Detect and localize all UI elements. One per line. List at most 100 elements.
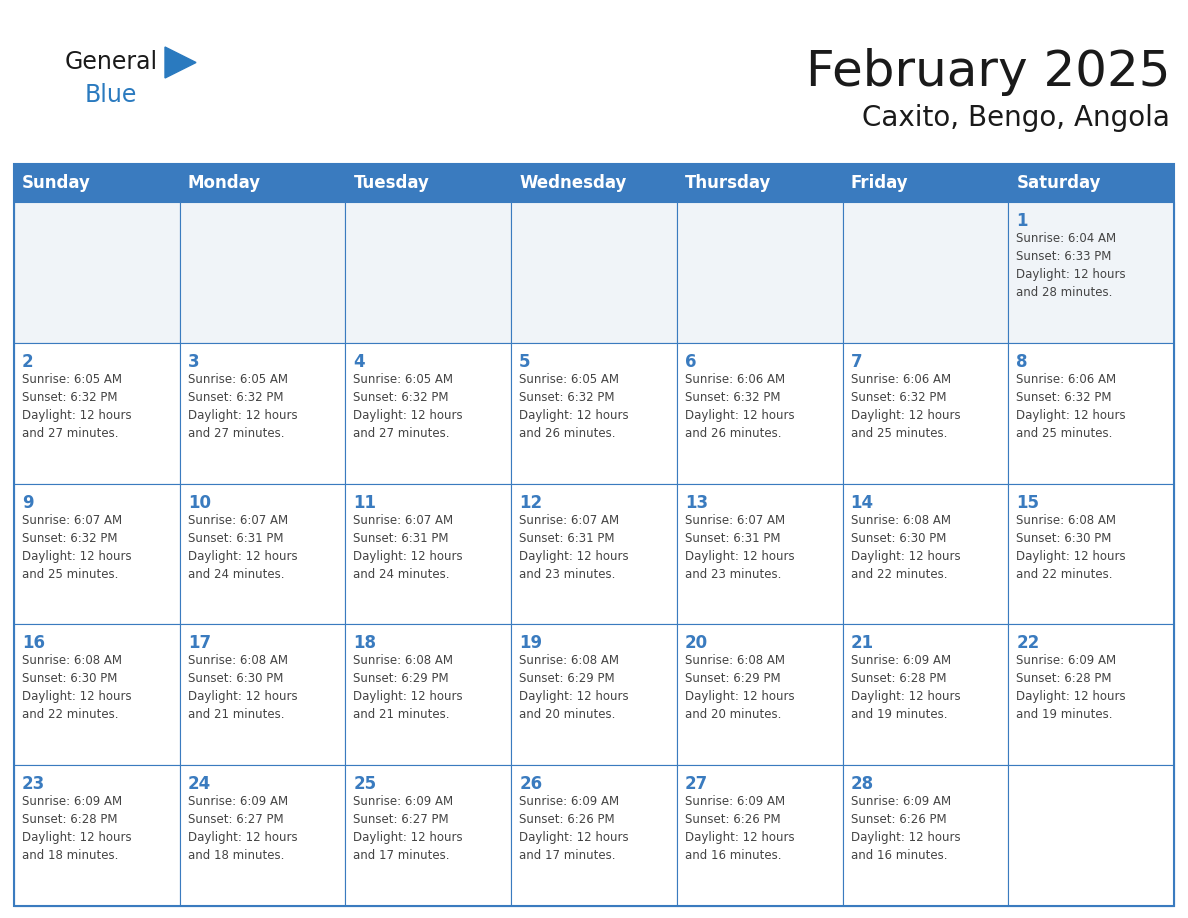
Text: 19: 19 bbox=[519, 634, 542, 653]
Text: 25: 25 bbox=[353, 775, 377, 793]
Text: Sunrise: 6:07 AM
Sunset: 6:31 PM
Daylight: 12 hours
and 24 minutes.: Sunrise: 6:07 AM Sunset: 6:31 PM Dayligh… bbox=[188, 513, 297, 580]
Text: Sunrise: 6:08 AM
Sunset: 6:29 PM
Daylight: 12 hours
and 20 minutes.: Sunrise: 6:08 AM Sunset: 6:29 PM Dayligh… bbox=[519, 655, 628, 722]
Text: Sunrise: 6:06 AM
Sunset: 6:32 PM
Daylight: 12 hours
and 25 minutes.: Sunrise: 6:06 AM Sunset: 6:32 PM Dayligh… bbox=[851, 373, 960, 440]
Bar bbox=[511, 164, 677, 202]
Text: 17: 17 bbox=[188, 634, 210, 653]
Text: 10: 10 bbox=[188, 494, 210, 511]
Text: 11: 11 bbox=[353, 494, 377, 511]
Text: Friday: Friday bbox=[851, 174, 908, 192]
Text: 3: 3 bbox=[188, 353, 200, 371]
Bar bbox=[511, 342, 677, 484]
Text: 16: 16 bbox=[23, 634, 45, 653]
Text: Sunrise: 6:07 AM
Sunset: 6:31 PM
Daylight: 12 hours
and 24 minutes.: Sunrise: 6:07 AM Sunset: 6:31 PM Dayligh… bbox=[353, 513, 463, 580]
Text: Sunrise: 6:08 AM
Sunset: 6:30 PM
Daylight: 12 hours
and 21 minutes.: Sunrise: 6:08 AM Sunset: 6:30 PM Dayligh… bbox=[188, 655, 297, 722]
Text: Saturday: Saturday bbox=[1016, 174, 1101, 192]
Bar bbox=[14, 164, 179, 202]
Text: 24: 24 bbox=[188, 775, 211, 793]
Bar bbox=[346, 164, 511, 202]
Text: Thursday: Thursday bbox=[684, 174, 771, 192]
Text: 22: 22 bbox=[1016, 634, 1040, 653]
Text: Sunrise: 6:05 AM
Sunset: 6:32 PM
Daylight: 12 hours
and 27 minutes.: Sunrise: 6:05 AM Sunset: 6:32 PM Dayligh… bbox=[23, 373, 132, 440]
Text: Sunday: Sunday bbox=[23, 174, 90, 192]
Bar bbox=[677, 342, 842, 484]
Text: 1: 1 bbox=[1016, 212, 1028, 230]
Bar bbox=[14, 202, 179, 342]
Text: Sunrise: 6:08 AM
Sunset: 6:29 PM
Daylight: 12 hours
and 20 minutes.: Sunrise: 6:08 AM Sunset: 6:29 PM Dayligh… bbox=[684, 655, 795, 722]
Bar bbox=[179, 342, 346, 484]
Text: General: General bbox=[65, 50, 158, 74]
Bar bbox=[511, 202, 677, 342]
Text: Sunrise: 6:09 AM
Sunset: 6:26 PM
Daylight: 12 hours
and 16 minutes.: Sunrise: 6:09 AM Sunset: 6:26 PM Dayligh… bbox=[851, 795, 960, 862]
Bar bbox=[677, 766, 842, 906]
Text: Monday: Monday bbox=[188, 174, 261, 192]
Text: Sunrise: 6:05 AM
Sunset: 6:32 PM
Daylight: 12 hours
and 27 minutes.: Sunrise: 6:05 AM Sunset: 6:32 PM Dayligh… bbox=[188, 373, 297, 440]
Bar bbox=[346, 766, 511, 906]
Text: 5: 5 bbox=[519, 353, 531, 371]
Bar bbox=[14, 624, 179, 766]
Text: Sunrise: 6:08 AM
Sunset: 6:30 PM
Daylight: 12 hours
and 22 minutes.: Sunrise: 6:08 AM Sunset: 6:30 PM Dayligh… bbox=[23, 655, 132, 722]
Text: February 2025: February 2025 bbox=[805, 48, 1170, 96]
Bar bbox=[14, 164, 1174, 906]
Bar bbox=[842, 202, 1009, 342]
Text: Sunrise: 6:09 AM
Sunset: 6:28 PM
Daylight: 12 hours
and 19 minutes.: Sunrise: 6:09 AM Sunset: 6:28 PM Dayligh… bbox=[851, 655, 960, 722]
Text: 28: 28 bbox=[851, 775, 873, 793]
Bar bbox=[1009, 624, 1174, 766]
Bar bbox=[14, 766, 179, 906]
Bar bbox=[346, 624, 511, 766]
Text: 13: 13 bbox=[684, 494, 708, 511]
Bar bbox=[677, 624, 842, 766]
Bar bbox=[346, 202, 511, 342]
Text: 8: 8 bbox=[1016, 353, 1028, 371]
Bar bbox=[511, 766, 677, 906]
Text: Wednesday: Wednesday bbox=[519, 174, 626, 192]
Bar bbox=[511, 484, 677, 624]
Text: 4: 4 bbox=[353, 353, 365, 371]
Text: Sunrise: 6:07 AM
Sunset: 6:31 PM
Daylight: 12 hours
and 23 minutes.: Sunrise: 6:07 AM Sunset: 6:31 PM Dayligh… bbox=[519, 513, 628, 580]
Text: Sunrise: 6:09 AM
Sunset: 6:28 PM
Daylight: 12 hours
and 18 minutes.: Sunrise: 6:09 AM Sunset: 6:28 PM Dayligh… bbox=[23, 795, 132, 862]
Bar bbox=[346, 342, 511, 484]
Bar bbox=[1009, 766, 1174, 906]
Bar bbox=[179, 164, 346, 202]
Text: Sunrise: 6:07 AM
Sunset: 6:31 PM
Daylight: 12 hours
and 23 minutes.: Sunrise: 6:07 AM Sunset: 6:31 PM Dayligh… bbox=[684, 513, 795, 580]
Bar bbox=[1009, 484, 1174, 624]
Text: 26: 26 bbox=[519, 775, 542, 793]
Text: Sunrise: 6:07 AM
Sunset: 6:32 PM
Daylight: 12 hours
and 25 minutes.: Sunrise: 6:07 AM Sunset: 6:32 PM Dayligh… bbox=[23, 513, 132, 580]
Text: Tuesday: Tuesday bbox=[353, 174, 429, 192]
Text: Caxito, Bengo, Angola: Caxito, Bengo, Angola bbox=[862, 104, 1170, 132]
Text: 21: 21 bbox=[851, 634, 873, 653]
Text: Sunrise: 6:05 AM
Sunset: 6:32 PM
Daylight: 12 hours
and 26 minutes.: Sunrise: 6:05 AM Sunset: 6:32 PM Dayligh… bbox=[519, 373, 628, 440]
Bar bbox=[677, 202, 842, 342]
Text: 2: 2 bbox=[23, 353, 33, 371]
Text: 23: 23 bbox=[23, 775, 45, 793]
Bar bbox=[842, 164, 1009, 202]
Bar bbox=[677, 484, 842, 624]
Text: 15: 15 bbox=[1016, 494, 1040, 511]
Text: 20: 20 bbox=[684, 634, 708, 653]
Text: 27: 27 bbox=[684, 775, 708, 793]
Polygon shape bbox=[165, 47, 196, 78]
Bar bbox=[677, 164, 842, 202]
Text: Sunrise: 6:09 AM
Sunset: 6:26 PM
Daylight: 12 hours
and 16 minutes.: Sunrise: 6:09 AM Sunset: 6:26 PM Dayligh… bbox=[684, 795, 795, 862]
Text: Sunrise: 6:09 AM
Sunset: 6:28 PM
Daylight: 12 hours
and 19 minutes.: Sunrise: 6:09 AM Sunset: 6:28 PM Dayligh… bbox=[1016, 655, 1126, 722]
Bar bbox=[346, 484, 511, 624]
Bar bbox=[179, 766, 346, 906]
Text: 6: 6 bbox=[684, 353, 696, 371]
Text: Sunrise: 6:08 AM
Sunset: 6:30 PM
Daylight: 12 hours
and 22 minutes.: Sunrise: 6:08 AM Sunset: 6:30 PM Dayligh… bbox=[1016, 513, 1126, 580]
Bar bbox=[179, 624, 346, 766]
Text: Sunrise: 6:05 AM
Sunset: 6:32 PM
Daylight: 12 hours
and 27 minutes.: Sunrise: 6:05 AM Sunset: 6:32 PM Dayligh… bbox=[353, 373, 463, 440]
Text: 12: 12 bbox=[519, 494, 542, 511]
Bar bbox=[842, 484, 1009, 624]
Text: Sunrise: 6:06 AM
Sunset: 6:32 PM
Daylight: 12 hours
and 25 minutes.: Sunrise: 6:06 AM Sunset: 6:32 PM Dayligh… bbox=[1016, 373, 1126, 440]
Bar bbox=[842, 766, 1009, 906]
Bar bbox=[1009, 202, 1174, 342]
Text: Sunrise: 6:09 AM
Sunset: 6:27 PM
Daylight: 12 hours
and 18 minutes.: Sunrise: 6:09 AM Sunset: 6:27 PM Dayligh… bbox=[188, 795, 297, 862]
Bar bbox=[842, 624, 1009, 766]
Text: Sunrise: 6:09 AM
Sunset: 6:26 PM
Daylight: 12 hours
and 17 minutes.: Sunrise: 6:09 AM Sunset: 6:26 PM Dayligh… bbox=[519, 795, 628, 862]
Bar bbox=[14, 484, 179, 624]
Text: Sunrise: 6:04 AM
Sunset: 6:33 PM
Daylight: 12 hours
and 28 minutes.: Sunrise: 6:04 AM Sunset: 6:33 PM Dayligh… bbox=[1016, 232, 1126, 299]
Text: Sunrise: 6:06 AM
Sunset: 6:32 PM
Daylight: 12 hours
and 26 minutes.: Sunrise: 6:06 AM Sunset: 6:32 PM Dayligh… bbox=[684, 373, 795, 440]
Bar bbox=[179, 202, 346, 342]
Text: Sunrise: 6:08 AM
Sunset: 6:29 PM
Daylight: 12 hours
and 21 minutes.: Sunrise: 6:08 AM Sunset: 6:29 PM Dayligh… bbox=[353, 655, 463, 722]
Text: Blue: Blue bbox=[86, 83, 138, 107]
Text: Sunrise: 6:08 AM
Sunset: 6:30 PM
Daylight: 12 hours
and 22 minutes.: Sunrise: 6:08 AM Sunset: 6:30 PM Dayligh… bbox=[851, 513, 960, 580]
